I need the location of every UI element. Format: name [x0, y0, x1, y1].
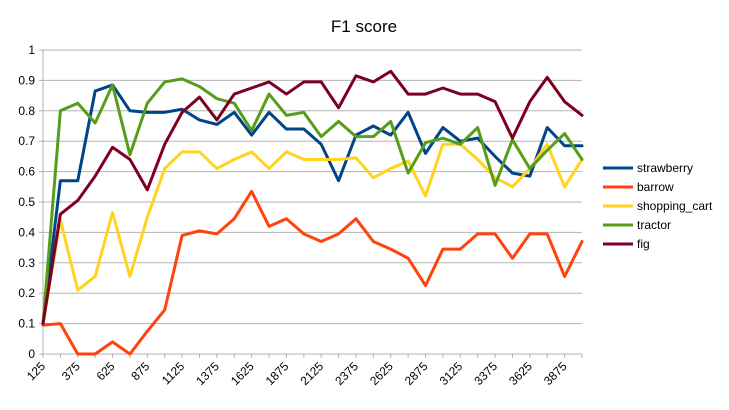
x-tick-label: 3375	[471, 359, 500, 388]
y-tick-label: 0.8	[18, 104, 35, 118]
legend-label-fig: fig	[637, 237, 650, 251]
legend-label-shopping_cart: shopping_cart	[637, 199, 713, 213]
y-tick-label: 1	[28, 43, 35, 57]
y-tick-label: 0.7	[18, 134, 35, 148]
x-tick-label: 625	[94, 359, 118, 383]
x-tick-label: 2125	[298, 359, 327, 388]
series-lines	[41, 69, 584, 356]
x-tick-label: 1125	[159, 359, 187, 387]
x-tick-label: 1625	[228, 359, 257, 388]
chart-title: F1 score	[331, 17, 397, 36]
x-tick-label: 3625	[506, 359, 535, 388]
y-tick-label: 0.3	[18, 256, 35, 270]
series-line-barrow	[41, 189, 584, 356]
x-tick-label: 1875	[263, 359, 292, 388]
x-tick-label: 2375	[332, 359, 361, 388]
series-line-fig	[41, 69, 584, 326]
x-tick-label: 1375	[193, 359, 222, 388]
x-tick-label: 375	[59, 359, 83, 383]
legend-label-strawberry: strawberry	[637, 161, 693, 175]
y-tick-label: 0.1	[18, 317, 35, 331]
x-tick-label: 125	[24, 359, 48, 383]
y-tick-label: 0.4	[18, 225, 35, 239]
series-line-strawberry	[41, 83, 584, 326]
y-tick-label: 0	[28, 347, 35, 361]
legend-label-barrow: barrow	[637, 180, 674, 194]
legend-label-tractor: tractor	[637, 218, 671, 232]
y-tick-label: 0.5	[18, 195, 35, 209]
y-tick-label: 0.2	[18, 286, 35, 300]
series-line-tractor	[41, 77, 584, 326]
y-tick-label: 0.6	[18, 165, 35, 179]
gridlines	[43, 49, 582, 355]
x-tick-label: 3875	[541, 359, 570, 388]
x-tick-label: 2625	[367, 359, 396, 388]
x-tick-label: 2875	[402, 359, 431, 388]
x-tick-label: 3125	[437, 359, 466, 388]
x-tick-label: 875	[128, 359, 152, 383]
y-tick-label: 0.9	[18, 73, 35, 87]
